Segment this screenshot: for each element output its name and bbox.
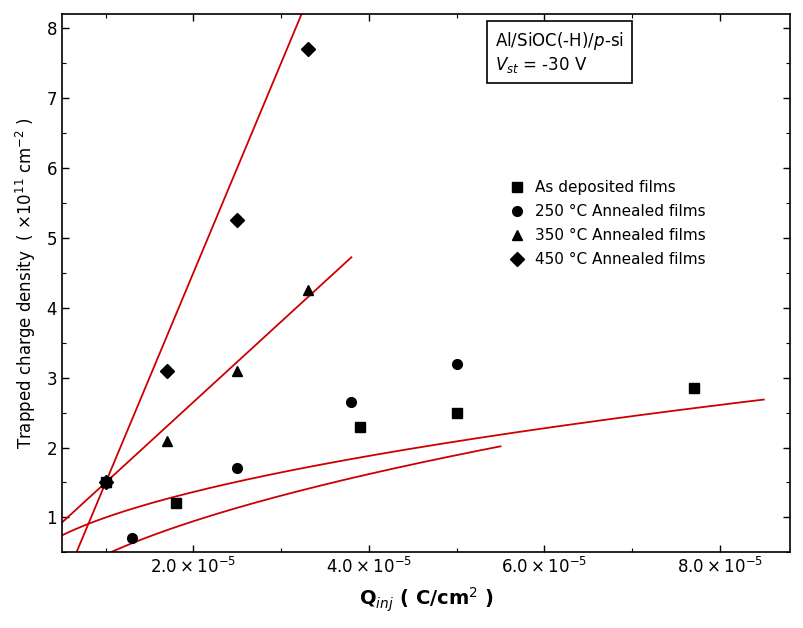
- 350 °C Annealed films: [100, 479, 110, 486]
- 350 °C Annealed films: [302, 286, 312, 294]
- As deposited films: [451, 409, 461, 416]
- 250 °C Annealed films: [346, 398, 356, 406]
- Y-axis label: Trapped charge density  ( ×10$^{11}$ cm$^{-2}$ ): Trapped charge density ( ×10$^{11}$ cm$^…: [14, 117, 38, 449]
- As deposited films: [171, 500, 181, 507]
- As deposited films: [100, 479, 110, 486]
- 450 °C Annealed films: [162, 367, 172, 374]
- As deposited films: [355, 423, 365, 430]
- Legend: As deposited films, 250 °C Annealed films, 350 °C Annealed films, 450 °C Anneale: As deposited films, 250 °C Annealed film…: [502, 172, 712, 275]
- X-axis label: Q$_{inj}$ ( C/cm$^{2}$ ): Q$_{inj}$ ( C/cm$^{2}$ ): [358, 586, 493, 614]
- 350 °C Annealed films: [162, 436, 172, 444]
- 250 °C Annealed films: [232, 465, 242, 472]
- 250 °C Annealed films: [127, 534, 137, 542]
- Line: As deposited films: As deposited films: [100, 383, 698, 508]
- Line: 350 °C Annealed films: 350 °C Annealed films: [100, 285, 312, 487]
- Text: Al/SiOC(-H)/$p$-si
$V_{st}$ = -30 V: Al/SiOC(-H)/$p$-si $V_{st}$ = -30 V: [495, 30, 623, 75]
- 450 °C Annealed films: [232, 217, 242, 224]
- 350 °C Annealed films: [232, 367, 242, 374]
- Line: 250 °C Annealed films: 250 °C Annealed films: [127, 359, 461, 543]
- As deposited films: [688, 384, 698, 392]
- 450 °C Annealed films: [302, 45, 312, 53]
- Line: 450 °C Annealed films: 450 °C Annealed films: [100, 44, 312, 487]
- 250 °C Annealed films: [451, 360, 461, 367]
- 450 °C Annealed films: [100, 479, 110, 486]
